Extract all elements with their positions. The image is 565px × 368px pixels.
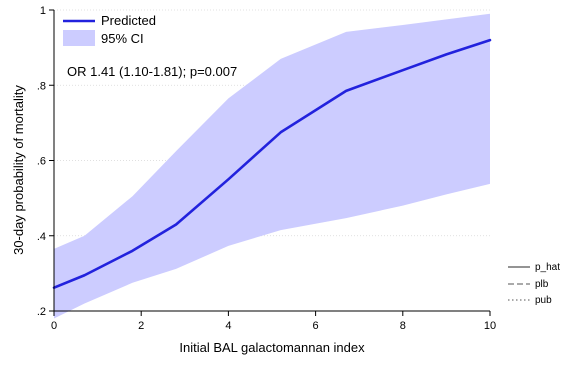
side-legend: p_hat plb pub: [508, 262, 560, 306]
side-legend-p-hat-label: p_hat: [535, 262, 560, 273]
legend-predicted-label: Predicted: [101, 13, 156, 28]
legend-ci-swatch: [63, 30, 95, 46]
side-legend-pub-label: pub: [535, 295, 552, 306]
y-tick-label-0: .2: [37, 306, 46, 318]
x-tick-label-3: 6: [313, 320, 319, 332]
side-legend-plb-label: plb: [535, 279, 549, 290]
x-tick-label-5: 10: [484, 320, 496, 332]
y-tick-label-1: .4: [37, 231, 46, 243]
series-line-0: [52, 38, 492, 289]
ci-band-layer: [54, 13, 490, 319]
x-tick-label-4: 8: [400, 320, 406, 332]
predicted-line-layer: [52, 38, 492, 289]
y-tick-label-2: .6: [37, 156, 46, 168]
y-tick-label-4: 1: [40, 5, 46, 17]
y-axis-title: 30-day probability of mortality: [11, 85, 26, 255]
x-tick-label-0: 0: [51, 320, 57, 332]
x-ticks: 0 2 4 6 8 10: [51, 311, 496, 332]
x-tick-label-2: 4: [225, 320, 231, 332]
legend: Predicted 95% CI: [63, 13, 156, 46]
y-ticks: .2 .4 .6 .8 1: [37, 5, 54, 318]
x-axis-title: Initial BAL galactomannan index: [179, 340, 365, 355]
legend-ci-label: 95% CI: [101, 31, 144, 46]
x-tick-label-1: 2: [138, 320, 144, 332]
annotation: OR 1.41 (1.10-1.81); p=0.007: [67, 64, 237, 79]
y-tick-label-3: .8: [37, 80, 46, 92]
ci-band: [54, 13, 490, 319]
